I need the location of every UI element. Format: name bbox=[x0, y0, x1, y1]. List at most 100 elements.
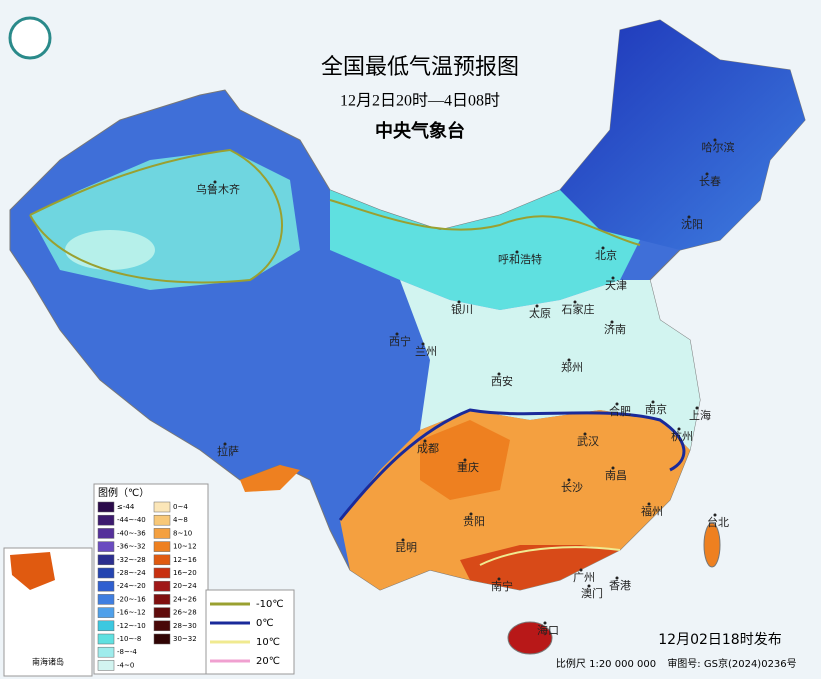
city-dot bbox=[583, 432, 587, 436]
city-dot bbox=[395, 332, 399, 336]
legend-swatch bbox=[153, 607, 171, 618]
city-dot bbox=[601, 246, 605, 250]
city-dot bbox=[421, 342, 425, 346]
legend-swatch bbox=[97, 528, 115, 539]
city-dot bbox=[457, 300, 461, 304]
legend-swatch bbox=[97, 646, 115, 658]
legend-swatch bbox=[153, 633, 171, 645]
city-dot bbox=[579, 568, 583, 572]
hainan bbox=[507, 621, 553, 655]
city-dot bbox=[713, 138, 717, 142]
legend-swatch bbox=[97, 633, 115, 645]
city-label: 重庆 bbox=[457, 460, 479, 474]
legend-swatch bbox=[97, 541, 115, 552]
central-light bbox=[400, 280, 700, 450]
city-dot bbox=[615, 576, 619, 580]
legend-swatch bbox=[153, 541, 171, 552]
city-dot bbox=[567, 358, 571, 362]
city-dot bbox=[543, 621, 547, 625]
subtitle: 12月2日20时—4日08时 bbox=[340, 92, 500, 110]
legend-swatch bbox=[153, 501, 171, 513]
city-label: 乌鲁木齐 bbox=[196, 182, 240, 196]
city-label: 广州 bbox=[573, 571, 595, 584]
city-label: 呼和浩特 bbox=[498, 252, 542, 266]
city-label: 西安 bbox=[491, 374, 513, 388]
legend-swatch bbox=[153, 567, 171, 579]
city-label: 北京 bbox=[595, 248, 617, 262]
city-label: 武汉 bbox=[577, 435, 599, 448]
legend-swatch bbox=[97, 607, 115, 618]
contour-minus10 bbox=[29, 148, 641, 284]
city-label: 杭州 bbox=[671, 429, 693, 443]
legend-label: -32~-28 bbox=[117, 556, 146, 564]
legend-label: -44~-40 bbox=[117, 516, 146, 524]
city-dot bbox=[515, 250, 519, 254]
city-label: 昆明 bbox=[395, 541, 417, 554]
legend-label: 16~20 bbox=[173, 569, 197, 577]
city-label: 兰州 bbox=[415, 345, 437, 358]
legend-label: -16~-12 bbox=[117, 609, 146, 617]
legend-swatch bbox=[97, 580, 115, 592]
city-label: 太原 bbox=[529, 307, 551, 320]
legend-label: 20~24 bbox=[173, 582, 197, 590]
legend-label: -10~-8 bbox=[117, 635, 141, 643]
legend-label: 28~30 bbox=[173, 622, 197, 630]
legend-swatch bbox=[153, 620, 171, 632]
basin bbox=[65, 230, 155, 270]
north-cyan bbox=[330, 190, 640, 310]
city-dot bbox=[705, 172, 709, 176]
city-dot bbox=[213, 180, 217, 184]
city-label: 成都 bbox=[417, 442, 439, 455]
city-label: 郑州 bbox=[561, 360, 583, 374]
approval: 审图号: GS京(2024)0236号 bbox=[667, 657, 796, 670]
city-label: 长春 bbox=[699, 175, 721, 188]
city-dot bbox=[677, 427, 681, 431]
city-dot bbox=[463, 458, 467, 462]
legend-swatch bbox=[153, 594, 171, 605]
city-dot bbox=[573, 300, 577, 304]
legend-label: -20~-16 bbox=[117, 595, 146, 603]
contour-legend: -10℃ 0℃ 10℃ 20℃ bbox=[210, 599, 284, 667]
city-label: 西宁 bbox=[389, 334, 411, 348]
city-label: 银川 bbox=[451, 302, 473, 316]
legend-swatch bbox=[97, 660, 115, 671]
northeast-cold bbox=[560, 20, 805, 250]
legend-label: -40~-36 bbox=[117, 529, 146, 537]
legend-swatch bbox=[153, 580, 171, 592]
contour-10 bbox=[479, 546, 621, 566]
legend-swatch bbox=[97, 594, 115, 605]
legend-swatch bbox=[97, 501, 115, 513]
city-label: 上海 bbox=[689, 408, 711, 422]
city-label: 海口 bbox=[537, 623, 559, 637]
contour-label: 10℃ bbox=[256, 637, 280, 648]
city-dot bbox=[223, 442, 227, 446]
legend-label: 10~12 bbox=[173, 543, 197, 551]
city-label: 天津 bbox=[605, 279, 627, 292]
city-label: 石家庄 bbox=[562, 302, 595, 316]
city-label: 济南 bbox=[604, 322, 626, 336]
inset-land bbox=[10, 552, 55, 590]
legend-swatch bbox=[97, 514, 115, 526]
legend-label: 4~8 bbox=[173, 516, 188, 524]
city-label: 贵阳 bbox=[463, 515, 485, 528]
contour-0 bbox=[338, 408, 686, 521]
legend-label: 12~16 bbox=[173, 556, 197, 564]
legend: ≤-44 -44~-40 -40~-36 -36~-32 -32~-28 -28~-24 -… bbox=[97, 501, 197, 671]
contour-label: 0℃ bbox=[256, 618, 274, 629]
city-dot bbox=[497, 577, 501, 581]
city-dot bbox=[615, 402, 619, 406]
tibet-south bbox=[240, 465, 300, 492]
legend-title: 图例（℃） bbox=[98, 486, 149, 499]
city-label: 沈阳 bbox=[681, 217, 703, 231]
city-dot bbox=[535, 304, 539, 308]
city-dot bbox=[497, 372, 501, 376]
legend-label: 0~4 bbox=[173, 503, 188, 511]
legend-label: -36~-32 bbox=[117, 543, 146, 551]
legend-label: ≤-44 bbox=[117, 503, 135, 511]
scale: 比例尺 1:20 000 000 bbox=[556, 657, 656, 670]
legend-swatch bbox=[97, 620, 115, 632]
release-time: 12月02日18时发布 bbox=[658, 632, 781, 648]
legend-label: -24~-20 bbox=[117, 582, 146, 590]
city-label: 长沙 bbox=[561, 481, 583, 494]
city-dot bbox=[611, 276, 615, 280]
